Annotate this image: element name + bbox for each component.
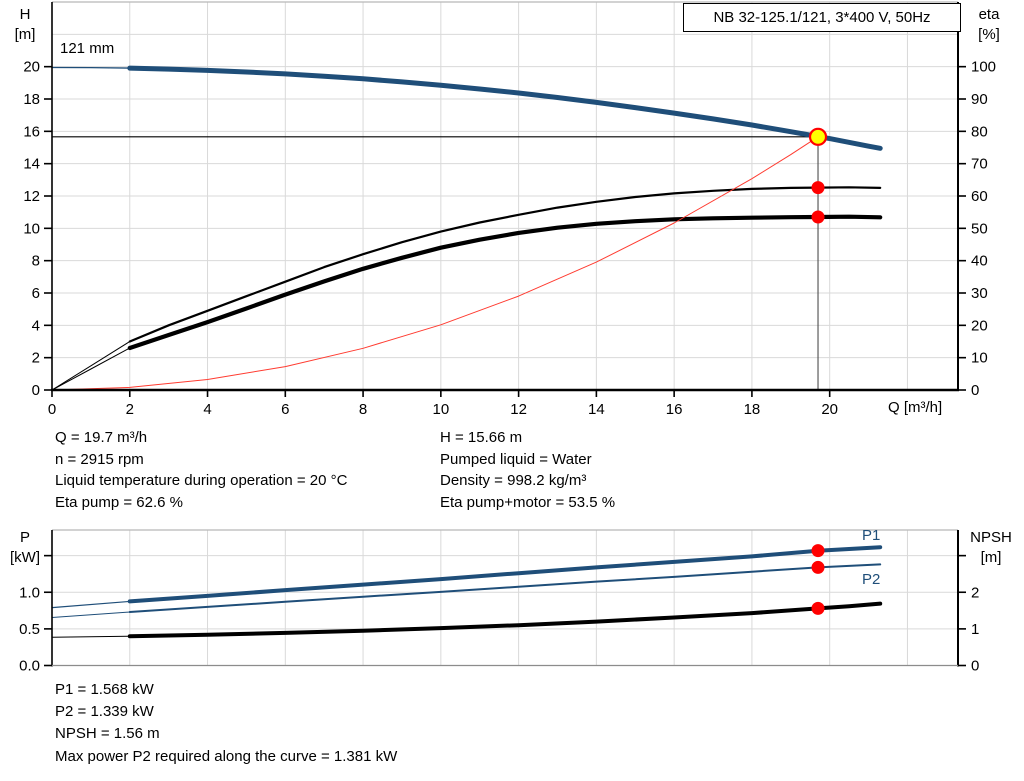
detail-temperature: Liquid temperature during operation = 20… [55, 472, 348, 490]
tick-label: 6 [32, 285, 40, 302]
tick-label: 4 [32, 317, 40, 334]
tick-label: 70 [971, 156, 988, 173]
tick-label: 0.5 [19, 621, 40, 638]
eta-axis-label: eta [%] [964, 5, 1014, 45]
series-head-curve [127, 65, 883, 151]
npsh-axis-label: NPSH [m] [960, 528, 1022, 568]
tick-label: 1 [971, 621, 979, 638]
impeller-diameter-label: 121 mm [60, 40, 115, 57]
series-p1-curve [51, 600, 131, 609]
eta-pump-motor-marker[interactable] [811, 210, 825, 224]
tick-label: 10 [432, 401, 449, 418]
series-eta-pump-motor [51, 347, 131, 391]
detail-liquid: Pumped liquid = Water [440, 450, 592, 468]
tick-label: 0 [48, 401, 56, 418]
tick-label: 6 [281, 401, 289, 418]
tick-label: 80 [971, 123, 988, 140]
series-npsh-curve [51, 635, 131, 638]
tick-label: 100 [971, 59, 996, 76]
npsh-marker[interactable] [811, 601, 825, 615]
tick-label: 14 [23, 156, 40, 173]
tick-label: 14 [588, 401, 605, 418]
pump-title-box: NB 32-125.1/121, 3*400 V, 50Hz [683, 3, 961, 32]
tick-label: 20 [23, 59, 40, 76]
tick-label: 2 [971, 584, 979, 601]
npsh-axis-unit: [m] [980, 549, 1002, 566]
npsh-axis-symbol: NPSH [970, 529, 1012, 546]
tick-label: 0 [32, 382, 40, 399]
result-max-power: Max power P2 required along the curve = … [55, 747, 398, 765]
p2-curve-label: P2 [862, 571, 881, 588]
eta-axis-unit: [%] [978, 26, 1000, 43]
p1-marker[interactable] [811, 544, 825, 558]
tick-label: 12 [510, 401, 527, 418]
detail-eta-pump: Eta pump = 62.6 % [55, 494, 183, 512]
detail-head: H = 15.66 m [440, 429, 523, 446]
power-axis-symbol: P [19, 529, 30, 546]
tick-label: 16 [23, 123, 40, 140]
tick-label: 8 [32, 253, 40, 270]
tick-label: 8 [359, 401, 367, 418]
tick-label: 60 [971, 188, 988, 205]
series-system-curve [51, 136, 819, 391]
tick-label: 10 [971, 350, 988, 367]
p2-marker[interactable] [811, 560, 825, 574]
p1-curve-label: P1 [862, 527, 881, 544]
eta-pump-marker[interactable] [811, 181, 825, 195]
series-npsh-curve [127, 601, 883, 639]
result-npsh: NPSH = 1.56 m [55, 725, 160, 743]
head-axis-symbol: H [19, 6, 31, 23]
power-axis-label: P [kW] [2, 528, 48, 568]
detail-flow: Q = 19.7 m³/h [55, 429, 148, 446]
series-p2-curve [128, 563, 882, 613]
eta-axis-symbol: eta [978, 6, 1000, 23]
tick-label: 20 [971, 317, 988, 334]
tick-label: 2 [32, 350, 40, 367]
tick-label: 50 [971, 220, 988, 237]
pump-title: NB 32-125.1/121, 3*400 V, 50Hz [713, 9, 931, 26]
tick-label: 30 [971, 285, 988, 302]
detail-eta-motor: Eta pump+motor = 53.5 % [440, 494, 616, 512]
series-eta-pump-motor [127, 214, 883, 351]
result-p1: P1 = 1.568 kW [55, 681, 154, 698]
tick-label: 12 [23, 188, 40, 205]
tick-label: 10 [23, 220, 40, 237]
tick-label: 90 [971, 91, 988, 108]
series-head-curve [51, 66, 131, 69]
duty-point-marker[interactable] [808, 127, 828, 146]
tick-label: 18 [744, 401, 761, 418]
tick-label: 40 [971, 253, 988, 270]
result-p2: P2 = 1.339 kW [55, 703, 154, 721]
series-eta-pump [51, 341, 131, 391]
series-p2-curve [51, 611, 131, 618]
detail-speed: n = 2915 rpm [55, 450, 144, 468]
duty-details: Q = 19.7 m³/h H = 15.66 m n = 2915 rpm P… [55, 429, 615, 516]
result-readouts: P1 = 1.568 kW P2 = 1.339 kW NPSH = 1.56 … [55, 679, 397, 768]
power-axis-unit: [kW] [10, 549, 40, 566]
tick-label: 4 [203, 401, 211, 418]
head-axis-label: H [m] [4, 5, 46, 45]
detail-density: Density = 998.2 kg/m³ [440, 472, 587, 490]
tick-label: 2 [126, 401, 134, 418]
tick-label: 1.0 [19, 584, 40, 601]
tick-label: 0 [971, 382, 979, 399]
tick-label: 18 [23, 91, 40, 108]
flow-axis-label: Q [m³/h] [888, 399, 943, 416]
series-eta-pump [128, 186, 882, 343]
tick-label: 16 [666, 401, 683, 418]
tick-label: 20 [821, 401, 838, 418]
tick-label: 0 [971, 658, 979, 675]
head-axis-unit: [m] [14, 26, 36, 43]
tick-label: 0.0 [19, 658, 40, 675]
